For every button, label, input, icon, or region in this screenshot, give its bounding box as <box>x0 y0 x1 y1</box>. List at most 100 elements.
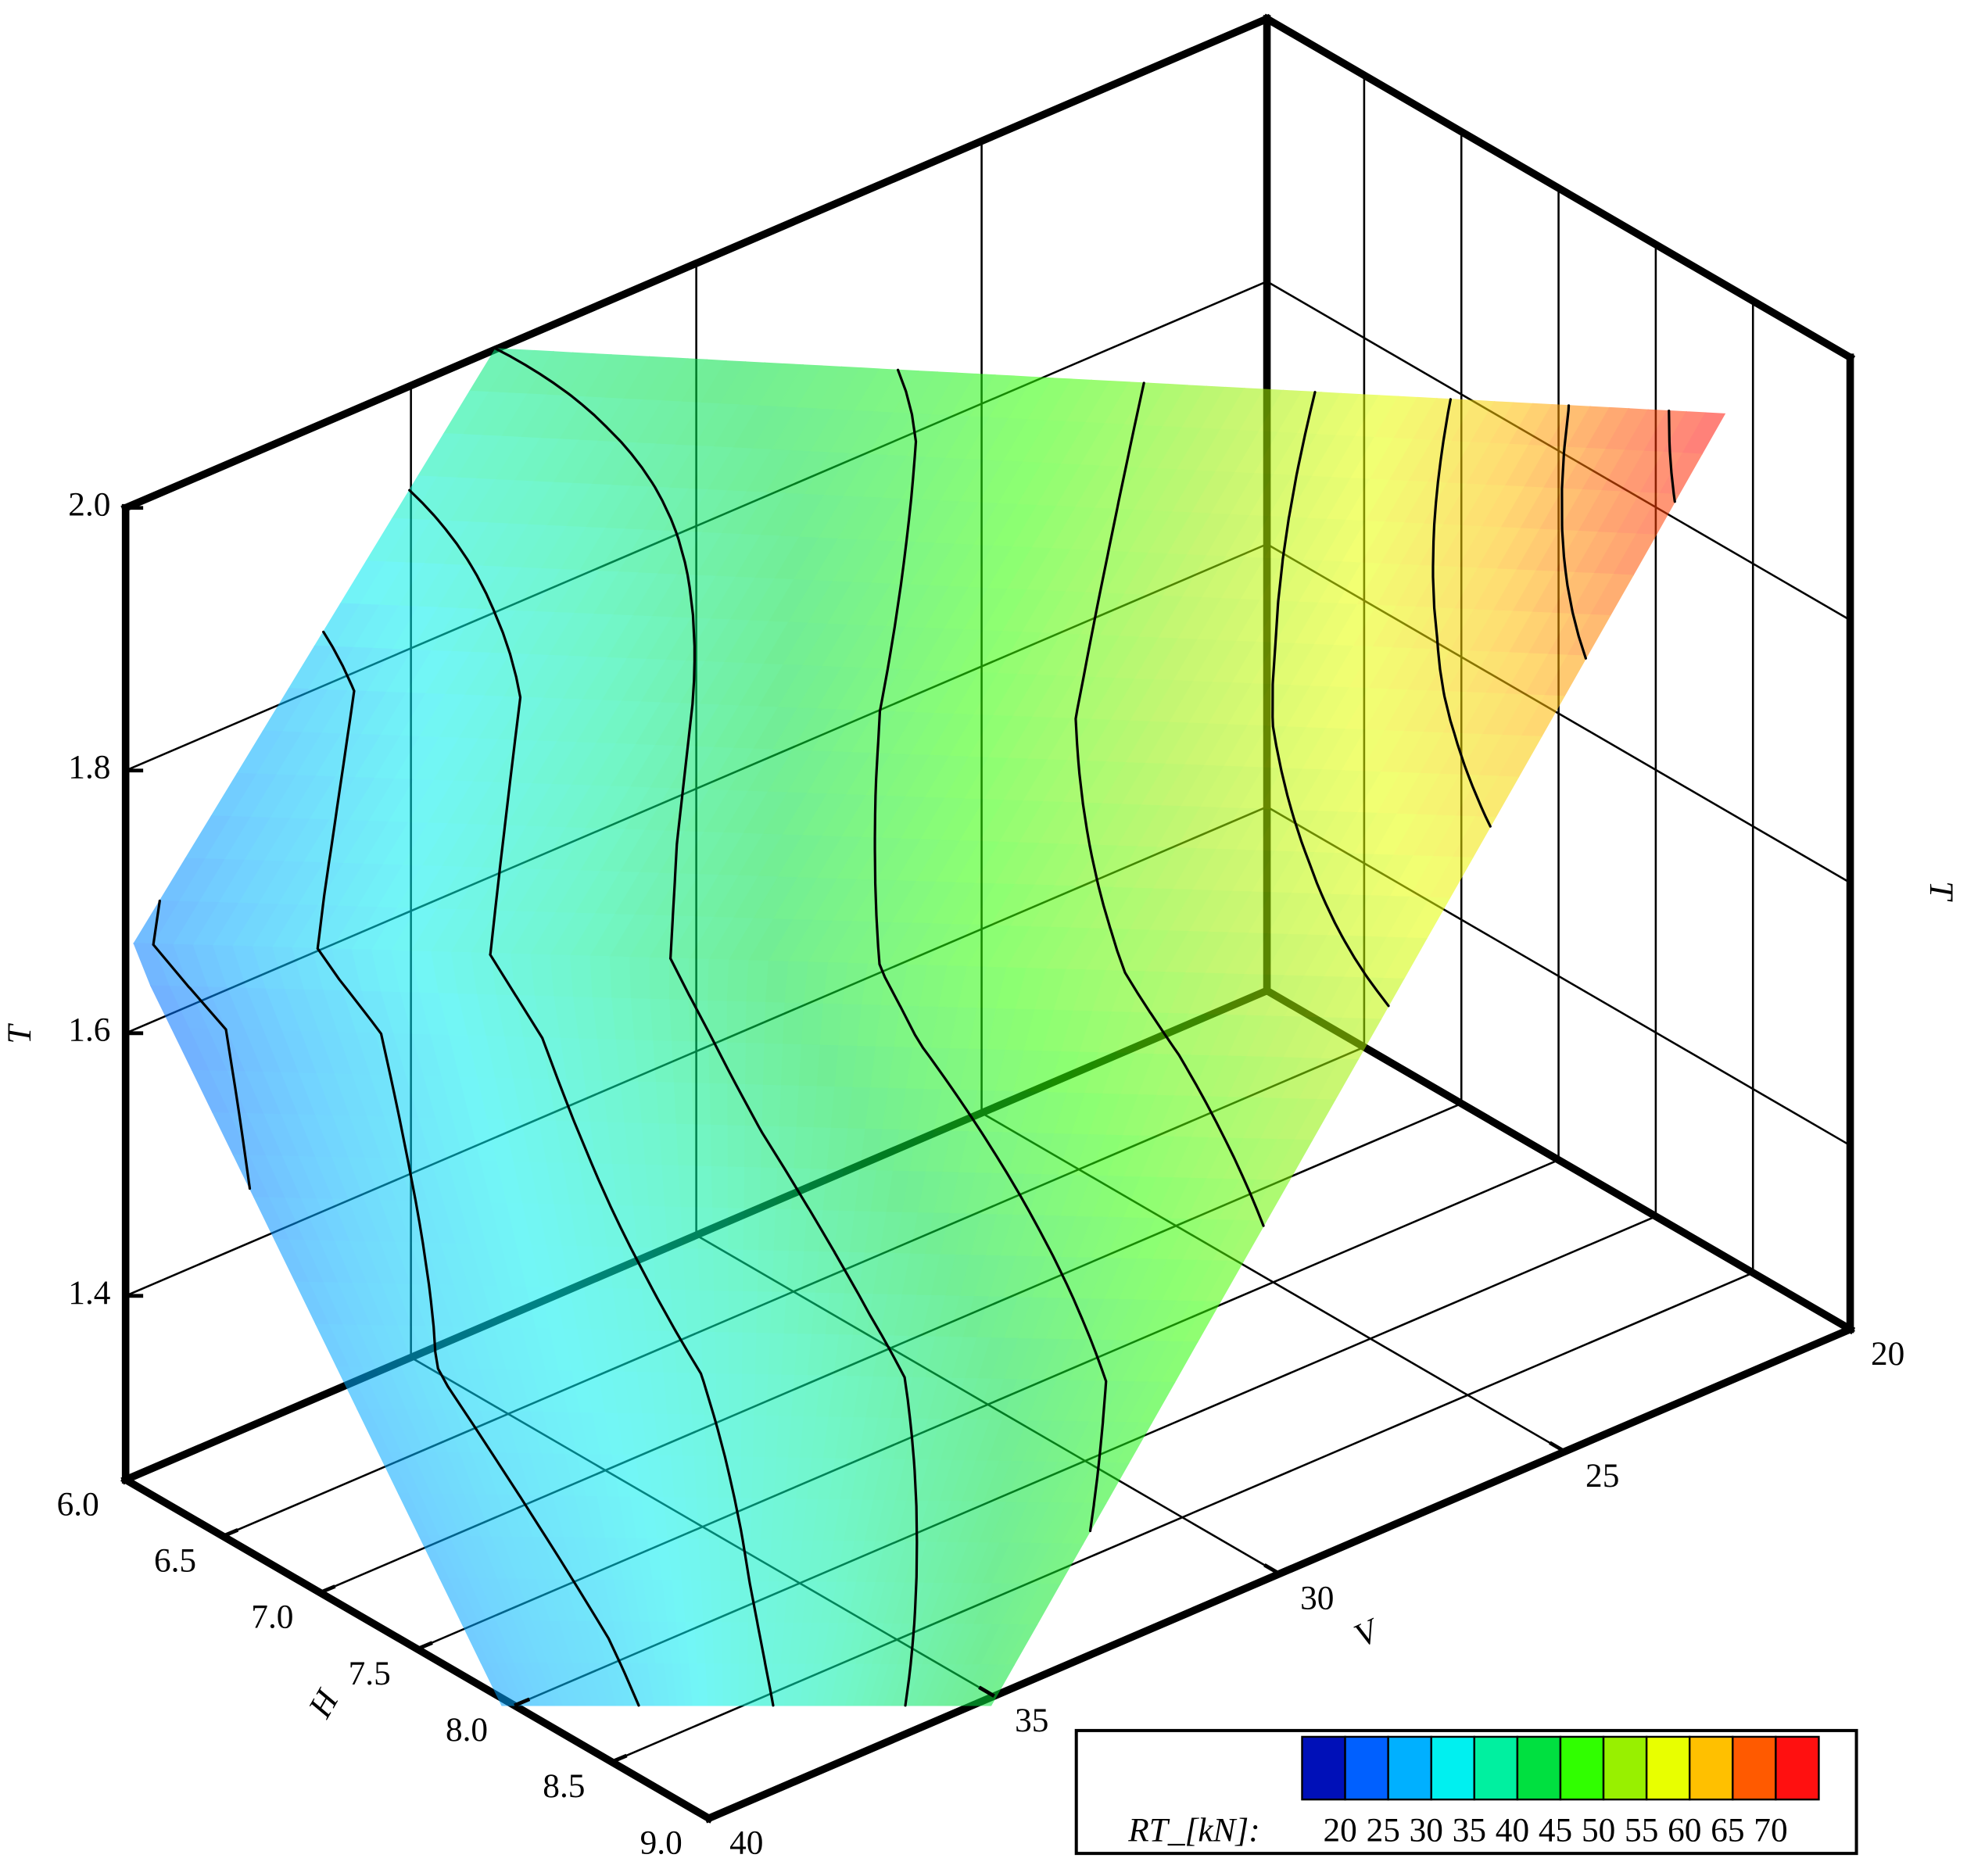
axis-line <box>1261 13 1856 363</box>
contour-line <box>1271 391 1390 1008</box>
y-tick <box>1263 1563 1281 1576</box>
x-tick-label: 7.5 <box>349 1655 391 1692</box>
colorbar-label: 60 <box>1668 1811 1701 1849</box>
surface-cell <box>709 1083 729 1126</box>
x-tick <box>319 1584 336 1595</box>
surface-cell <box>697 1248 715 1292</box>
colorbar-label: 50 <box>1582 1811 1615 1849</box>
surface-cell <box>780 1044 803 1087</box>
surface-cell <box>700 1331 717 1375</box>
y-tick-label: 35 <box>1015 1702 1048 1739</box>
colorbar-box <box>1689 1735 1734 1801</box>
surface-cell <box>754 1333 772 1376</box>
surface-cell <box>711 1165 729 1209</box>
surface-cell <box>669 999 691 1043</box>
surface-cell <box>714 1290 730 1334</box>
contour-line <box>1668 409 1676 503</box>
surface-cell <box>730 1663 740 1706</box>
y-tick <box>693 1807 710 1821</box>
contour-line <box>873 368 1108 1533</box>
surface-cell <box>727 1125 746 1169</box>
surface-cell <box>742 1291 759 1334</box>
surface-cell <box>730 1622 740 1665</box>
contour-line <box>1074 381 1265 1227</box>
colorbar-box <box>1516 1735 1562 1801</box>
x-tick <box>222 1527 239 1538</box>
surface-cell <box>673 1082 695 1126</box>
surface-cell <box>728 1249 745 1293</box>
legend: RT_[kN]: 20 25 30 35 40 45 50 55 60 65 70 <box>1074 1728 1858 1856</box>
surface-cell <box>688 958 710 1002</box>
z-axis-title: T <box>1 1023 38 1044</box>
colorbar-box <box>1775 1735 1820 1801</box>
contour-line <box>1560 404 1587 660</box>
surface-cell <box>691 1414 708 1458</box>
surface-cell <box>722 1663 732 1706</box>
surface-cell <box>650 998 673 1042</box>
surface-cell <box>696 1497 711 1541</box>
surface-cell <box>691 1083 712 1126</box>
z-tick-label: 1.8 <box>68 749 110 786</box>
surface-cell <box>744 1125 763 1169</box>
surface-cell <box>759 1167 779 1211</box>
surface-cell <box>761 1084 783 1128</box>
surface-cell <box>745 1001 767 1045</box>
surface-cell <box>688 1000 710 1044</box>
surface-cell <box>729 1581 741 1624</box>
surface-cell <box>783 1002 805 1046</box>
surface-cell <box>690 1041 711 1085</box>
colorbar-box <box>1732 1735 1777 1801</box>
contour-line <box>1431 398 1492 828</box>
surface-cell <box>715 1332 730 1375</box>
x-tick-label: 9.0 <box>640 1824 683 1861</box>
z-tick-label: 1.6 <box>68 1011 110 1049</box>
surface-cell <box>756 1291 773 1334</box>
y-tick-label: 25 <box>1585 1457 1619 1495</box>
x-tick <box>514 1697 531 1708</box>
x-tick-label: 6.0 <box>57 1485 99 1523</box>
colorbar-box <box>1430 1735 1476 1801</box>
surface-cell <box>634 1040 657 1083</box>
surface-cell <box>801 1003 824 1046</box>
surface-cell <box>719 1539 732 1582</box>
colorbar-label: 55 <box>1625 1811 1658 1849</box>
z-tick-label: 2.0 <box>68 486 110 524</box>
colorbar-label: 45 <box>1539 1811 1572 1849</box>
colorbar-box <box>1559 1735 1605 1801</box>
x-axis-title: H <box>301 1682 347 1724</box>
surface-cell <box>762 1043 784 1087</box>
surface-cell <box>739 1581 751 1624</box>
surface-cell <box>718 1498 731 1541</box>
surface-cell <box>570 954 594 999</box>
surface-cell <box>683 1248 701 1291</box>
colorbar-label: 70 <box>1754 1811 1787 1849</box>
surface-cell <box>740 1415 755 1459</box>
surface-cell <box>589 955 613 999</box>
surface-cell <box>729 1373 743 1416</box>
surface-cell <box>742 1332 758 1376</box>
colorbar-box <box>1344 1735 1389 1801</box>
x-tick <box>708 1810 725 1821</box>
surface-cell <box>754 1373 769 1417</box>
y-tick <box>1549 1441 1566 1454</box>
surface-cell <box>728 1208 745 1251</box>
surface-cell <box>720 1581 732 1624</box>
surface-cell <box>685 1290 703 1333</box>
surface-cell <box>707 1497 721 1541</box>
surface-cell <box>729 1415 743 1458</box>
surface-cell <box>653 1040 675 1083</box>
surface-cell <box>655 1082 678 1126</box>
surface-cell <box>698 1538 712 1582</box>
surface-cell <box>726 959 750 1003</box>
axis-line <box>120 13 1272 514</box>
surface-cell <box>550 954 575 998</box>
surface-cell <box>743 1249 760 1293</box>
surface-cell <box>721 1622 732 1665</box>
y-axis-title: V <box>1349 1611 1386 1656</box>
surface-cell <box>740 1456 754 1499</box>
contour-line <box>494 347 919 1707</box>
z-axis-title-right: T <box>1922 881 1960 902</box>
surface-cell <box>693 1455 709 1499</box>
contour-line <box>316 630 640 1707</box>
